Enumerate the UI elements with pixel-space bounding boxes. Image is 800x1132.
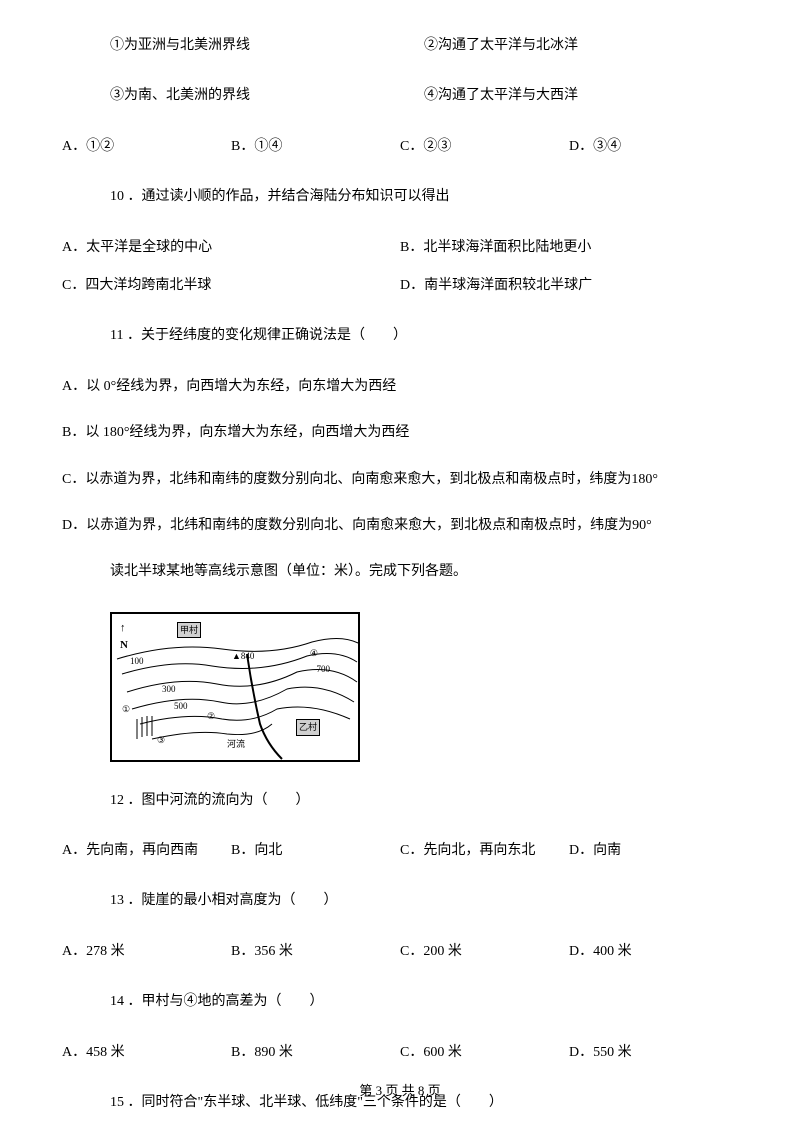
q9-opt-c: C．②③ [400,136,569,158]
q12-opt-b: B．向北 [231,840,400,862]
q14-opt-c: C．600 米 [400,1042,569,1064]
q12-opt-a: A．先向南，再向西南 [62,840,231,862]
statement-1: ①为亚洲与北美洲界线 [110,35,424,57]
q12-opt-d: D．向南 [569,840,738,862]
q9-opt-b: B．①④ [231,136,400,158]
q11-opt-d: D．以赤道为界，北纬和南纬的度数分别向北、向南愈来愈大，到北极点和南极点时，纬度… [62,515,738,537]
q14-stem: 14 ．甲村与④地的高差为（ ） [62,991,738,1013]
q13-stem: 13 ．陡崖的最小相对高度为（ ） [62,890,738,912]
q13-opt-d: D．400 米 [569,941,738,963]
q14-options: A．458 米 B．890 米 C．600 米 D．550 米 [62,1042,738,1064]
statements-group-2: ③为南、北美洲的界线 ④沟通了太平洋与大西洋 [62,85,738,107]
q9-options: A．①② B．①④ C．②③ D．③④ [62,136,738,158]
q12-options: A．先向南，再向西南 B．向北 C．先向北，再向东北 D．向南 [62,840,738,862]
q10-opt-a: A．太平洋是全球的中心 [62,237,400,259]
q11-opt-a: A．以 0°经线为界，向西增大为东经，向东增大为西经 [62,376,738,398]
q9-opt-d: D．③④ [569,136,738,158]
q13-opt-a: A．278 米 [62,941,231,963]
q13-opt-b: B．356 米 [231,941,400,963]
q10-opt-b: B．北半球海洋面积比陆地更小 [400,237,738,259]
page-footer: 第 3 页 共 8 页 [0,1081,800,1102]
statement-3: ③为南、北美洲的界线 [110,85,424,107]
q10-row1: A．太平洋是全球的中心 B．北半球海洋面积比陆地更小 [62,237,738,259]
q13-options: A．278 米 B．356 米 C．200 米 D．400 米 [62,941,738,963]
q14-opt-a: A．458 米 [62,1042,231,1064]
q12-opt-c: C．先向北，再向东北 [400,840,569,862]
q13-opt-c: C．200 米 [400,941,569,963]
q11-opt-c: C．以赤道为界，北纬和南纬的度数分别向北、向南愈来愈大，到北极点和南极点时，纬度… [62,469,738,491]
q10-stem: 10 ．通过读小顺的作品，并结合海陆分布知识可以得出 [62,186,738,208]
statement-4: ④沟通了太平洋与大西洋 [424,85,738,107]
q14-opt-d: D．550 米 [569,1042,738,1064]
q11-opt-b: B．以 180°经线为界，向东增大为东经，向西增大为西经 [62,422,738,444]
contour-lines-icon [112,614,360,762]
q10-row2: C．四大洋均跨南北半球 D．南半球海洋面积较北半球广 [62,275,738,297]
q10-opt-c: C．四大洋均跨南北半球 [62,275,400,297]
topo-diagram-container: ↑N 甲村 乙村 100 300 500 700 ▲840 ① ② ③ ④ 河流 [62,612,738,762]
topo-diagram: ↑N 甲村 乙村 100 300 500 700 ▲840 ① ② ③ ④ 河流 [110,612,360,762]
statement-2: ②沟通了太平洋与北冰洋 [424,35,738,57]
q14-opt-b: B．890 米 [231,1042,400,1064]
q11-stem: 11 ．关于经纬度的变化规律正确说法是（ ） [62,325,738,347]
q12-stem: 12 ．图中河流的流向为（ ） [62,790,738,812]
q9-opt-a: A．①② [62,136,231,158]
statements-group-1: ①为亚洲与北美洲界线 ②沟通了太平洋与北冰洋 [62,35,738,57]
q10-opt-d: D．南半球海洋面积较北半球广 [400,275,738,297]
context-text: 读北半球某地等高线示意图（单位：米）。完成下列各题。 [62,561,738,583]
